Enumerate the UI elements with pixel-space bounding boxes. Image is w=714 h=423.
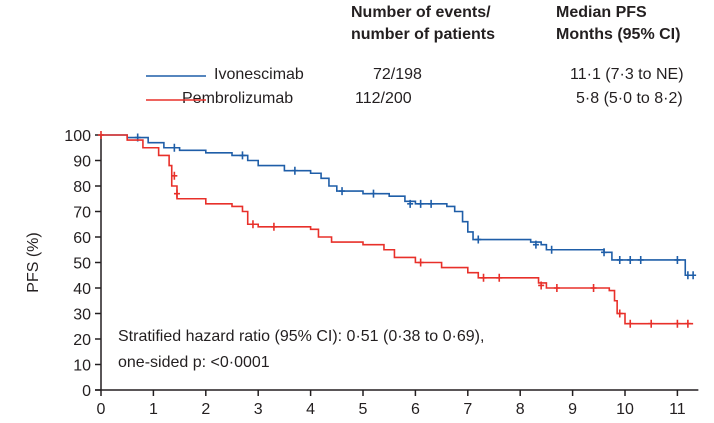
censor-mark <box>532 240 539 249</box>
km-curve-pembrolizumab <box>101 134 694 325</box>
censor-mark <box>171 143 178 152</box>
censor-mark <box>417 199 424 208</box>
censor-mark <box>616 309 623 318</box>
p-value-text: one-sided p: <0·0001 <box>118 354 270 371</box>
events-header-line2: number of patients <box>351 26 496 43</box>
censor-mark <box>553 284 560 292</box>
censor-mark <box>548 245 555 254</box>
censor-mark <box>475 235 482 244</box>
censor-mark <box>601 248 608 257</box>
censor-mark <box>496 273 503 282</box>
x-tick-label: 0 <box>97 401 106 418</box>
y-tick-label: 30 <box>73 307 91 324</box>
censor-mark <box>690 271 697 280</box>
events-header: Number of events/ number of patients <box>351 2 495 46</box>
censor-mark <box>249 220 256 229</box>
censor-mark <box>627 319 634 328</box>
censor-mark <box>428 199 435 208</box>
y-tick-label: 40 <box>73 281 91 298</box>
x-tick-label: 7 <box>463 401 472 418</box>
x-tick-label: 3 <box>254 401 263 418</box>
censor-mark <box>239 151 246 160</box>
events-header-line1: Number of events/ <box>351 4 491 21</box>
censor-mark <box>684 319 691 328</box>
x-tick-label: 5 <box>359 401 368 418</box>
censor-mark <box>171 171 178 180</box>
censor-mark <box>674 319 681 328</box>
y-axis-label: PFS (%) <box>25 232 42 292</box>
y-tick-label: 0 <box>82 383 91 400</box>
legend-label-ivonescimab: Ivonescimab <box>214 66 304 83</box>
hazard-ratio-text: Stratified hazard ratio (95% CI): 0·51 (… <box>118 328 485 345</box>
y-tick-label: 20 <box>73 332 91 349</box>
median-header-line1: Median PFS <box>556 4 647 21</box>
x-tick-label: 11 <box>669 401 686 418</box>
y-tick-label: 70 <box>73 205 91 222</box>
y-tick-label: 60 <box>73 230 91 247</box>
x-tick-label: 1 <box>149 401 158 418</box>
x-tick-label: 8 <box>516 401 525 418</box>
median-pembrolizumab: 5·8 (5·0 to 8·2) <box>576 90 683 107</box>
x-tick-label: 6 <box>411 401 420 418</box>
censor-mark <box>270 222 277 231</box>
x-tick-label: 4 <box>306 401 315 418</box>
y-tick-label: 100 <box>64 128 91 145</box>
x-tick-label: 9 <box>568 401 577 418</box>
km-curve-ivonescimab <box>101 134 694 277</box>
censor-mark <box>674 255 681 264</box>
censor-mark <box>637 255 644 264</box>
censor-mark <box>590 284 597 292</box>
censor-mark <box>407 199 414 208</box>
censor-mark <box>627 255 634 264</box>
median-ivonescimab: 11·1 (7·3 to NE) <box>570 66 684 83</box>
x-tick-label: 2 <box>201 401 210 418</box>
events-pembrolizumab: 112/200 <box>355 90 412 107</box>
y-tick-label: 80 <box>73 179 91 196</box>
median-header: Median PFS Months (95% CI) <box>556 2 680 46</box>
legend-label-pembrolizumab: Pembrolizumab <box>182 90 294 107</box>
censor-mark <box>417 258 424 267</box>
censor-mark <box>370 189 377 198</box>
x-tick-label: 10 <box>616 401 634 418</box>
median-header-line2: Months (95% CI) <box>556 26 681 43</box>
y-tick-label: 50 <box>73 256 91 273</box>
censor-mark <box>98 131 104 139</box>
censor-mark <box>480 273 487 282</box>
y-tick-label: 10 <box>73 358 91 375</box>
censor-mark <box>648 319 655 328</box>
censor-mark <box>684 271 691 280</box>
censor-mark <box>538 281 545 290</box>
censor-mark <box>291 166 298 175</box>
events-ivonescimab: 72/198 <box>373 66 422 83</box>
y-tick-label: 90 <box>73 154 91 171</box>
censor-mark <box>339 187 346 196</box>
censor-mark <box>173 189 180 198</box>
censor-mark <box>616 255 623 264</box>
